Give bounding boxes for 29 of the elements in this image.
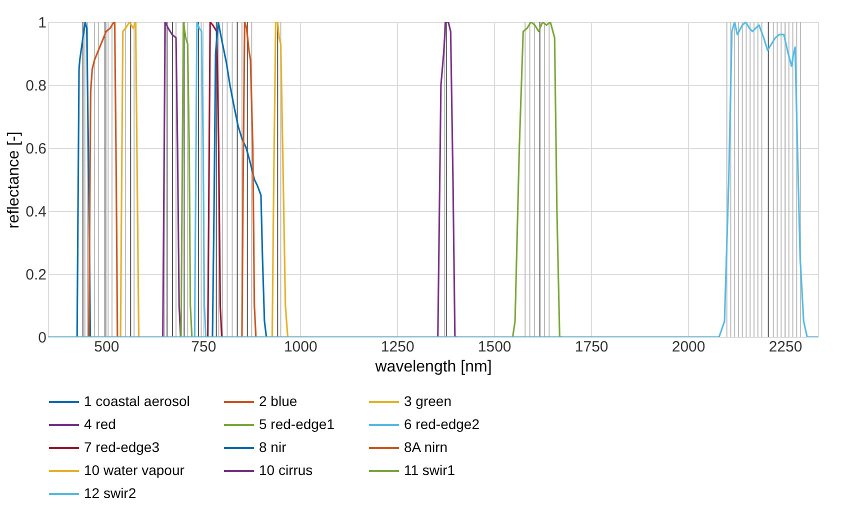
legend-label: 6 red-edge2 [404, 416, 480, 432]
legend-label: 4 red [84, 416, 116, 432]
legend-label: 10 water vapour [84, 462, 185, 478]
x-tick-label: 1000 [284, 338, 318, 356]
y-axis-title: reflectance [-] [6, 132, 23, 228]
x-tick-label: 1500 [478, 338, 512, 356]
y-tick-label: 1 [38, 14, 46, 32]
x-axis-title: wavelength [nm] [374, 358, 492, 376]
legend-label: 3 green [404, 393, 452, 409]
legend-label: 10 cirrus [259, 462, 313, 478]
y-tick-label: 0.4 [26, 204, 46, 220]
x-tick-label: 500 [94, 338, 120, 356]
y-tick-label: 0.6 [26, 140, 46, 158]
y-tick-label: 0.2 [26, 266, 46, 284]
legend-label: 7 red-edge3 [84, 439, 160, 455]
y-tick-label: 0.8 [26, 78, 46, 94]
legend-label: 12 swir2 [84, 485, 136, 501]
legend-label: 5 red-edge1 [259, 416, 335, 432]
x-tick-label: 1750 [574, 338, 608, 356]
legend-label: 2 blue [259, 393, 298, 409]
x-tick-label: 1250 [380, 338, 414, 356]
x-tick-label: 2000 [672, 338, 706, 356]
legend-label: 8A nirn [404, 439, 448, 455]
legend-label: 11 swir1 [404, 462, 456, 478]
x-tick-label: 750 [191, 338, 216, 356]
x-tick-label: 2250 [768, 338, 802, 356]
legend-label: 8 nir [259, 439, 287, 455]
y-tick-label: 0 [38, 330, 46, 346]
legend-label: 1 coastal aerosol [84, 393, 190, 409]
